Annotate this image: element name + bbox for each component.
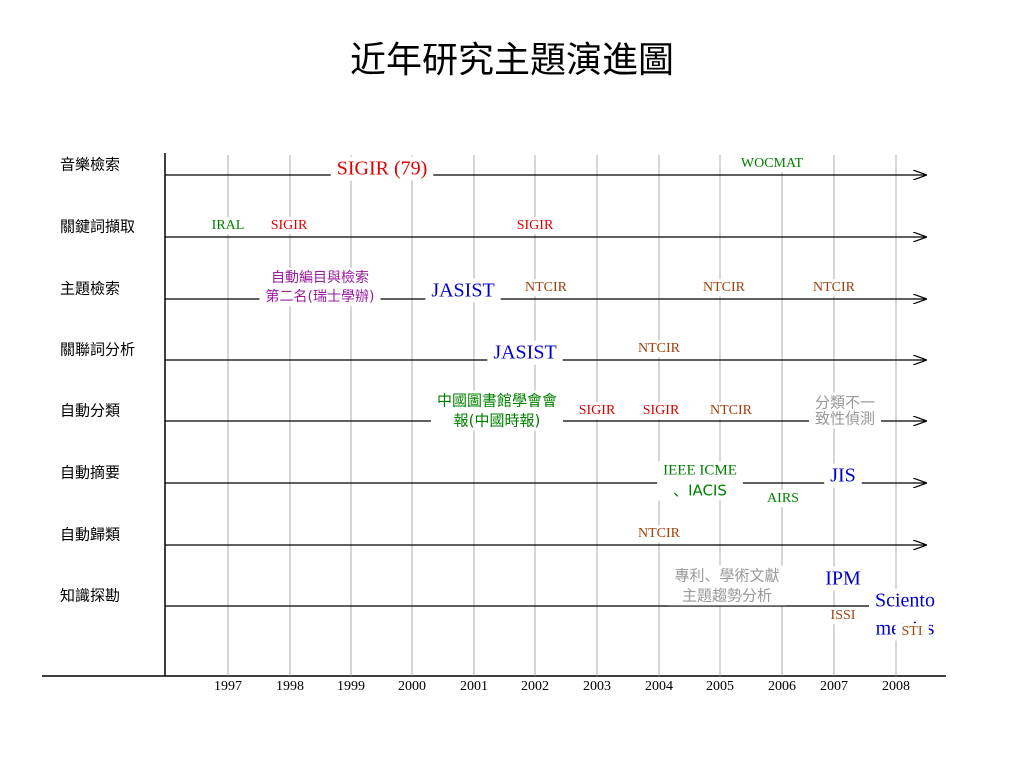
event-label: SIGIR xyxy=(271,218,308,233)
event-label: NTCIR xyxy=(638,341,681,356)
event-label: 致性偵測 xyxy=(815,410,875,428)
year-label: 2002 xyxy=(521,679,549,694)
event-label: AIRS xyxy=(767,491,799,506)
row-label: 主題檢索 xyxy=(60,280,120,298)
event-label: 、IACIS xyxy=(673,482,727,500)
event-label: NTCIR xyxy=(638,526,681,541)
event-label: SIGIR xyxy=(517,218,554,233)
year-label: 2008 xyxy=(882,679,910,694)
event-label: JIS xyxy=(830,465,856,487)
event-label: NTCIR xyxy=(813,280,856,295)
label-background xyxy=(519,279,574,297)
label-background xyxy=(632,525,687,543)
event-label: IPM xyxy=(825,568,861,590)
event-label: 分類不一 xyxy=(815,394,875,412)
year-label: 2006 xyxy=(768,679,796,694)
label-background xyxy=(425,278,501,303)
event-label: NTCIR xyxy=(525,280,568,295)
event-label: STI xyxy=(902,624,923,639)
year-label: 1998 xyxy=(276,679,304,694)
title: 近年研究主題演進圖 xyxy=(350,40,674,81)
label-background xyxy=(259,268,381,306)
label-background xyxy=(808,392,882,429)
row-label: 自動分類 xyxy=(60,402,120,420)
label-background xyxy=(807,279,862,297)
row-label: 關鍵詞擷取 xyxy=(60,218,135,236)
label-background xyxy=(824,463,862,488)
label-background xyxy=(668,565,786,606)
label-background xyxy=(330,156,434,181)
event-label: 中國圖書館學會會 xyxy=(437,392,557,410)
year-label: 2004 xyxy=(645,679,673,694)
label-background xyxy=(824,607,862,625)
event-label: 主題趨勢分析 xyxy=(682,587,772,605)
event-label: NTCIR xyxy=(710,403,753,418)
label-background xyxy=(761,490,805,508)
event-label: 第二名(瑞士學辦) xyxy=(266,288,375,305)
label-background xyxy=(510,217,560,235)
year-label: 1999 xyxy=(337,679,365,694)
year-label: 2000 xyxy=(398,679,426,694)
year-label: 2005 xyxy=(706,679,734,694)
label-background xyxy=(734,155,810,173)
label-background xyxy=(487,340,563,365)
row-label: 音樂檢索 xyxy=(60,156,120,174)
event-label: IRAL xyxy=(212,218,245,233)
event-label: 自動編目與檢索 xyxy=(271,269,369,286)
label-background xyxy=(895,623,929,641)
label-background xyxy=(264,217,314,235)
year-label: 2001 xyxy=(460,679,488,694)
event-label: SIGIR xyxy=(579,403,616,418)
label-background xyxy=(657,461,743,501)
label-background xyxy=(572,402,622,420)
label-background xyxy=(697,279,752,297)
label-background xyxy=(819,566,867,591)
event-label: 專利、學術文獻 xyxy=(674,567,779,585)
event-label: JASIST xyxy=(431,280,494,302)
row-label: 自動歸類 xyxy=(60,526,120,544)
year-label: 1997 xyxy=(214,679,242,694)
label-background xyxy=(636,402,686,420)
event-label: NTCIR xyxy=(703,280,746,295)
row-label: 關聯詞分析 xyxy=(60,341,135,359)
row-label: 自動摘要 xyxy=(60,464,120,482)
event-label: SIGIR xyxy=(643,403,680,418)
event-label: 報(中國時報) xyxy=(454,412,541,430)
label-background xyxy=(632,340,687,358)
row-label: 知識探勘 xyxy=(60,587,120,605)
event-label: JASIST xyxy=(493,342,556,364)
label-background xyxy=(430,390,564,431)
year-label: 2007 xyxy=(820,679,848,694)
label-background xyxy=(704,402,759,420)
event-label: Sciento xyxy=(875,590,935,612)
event-label: WOCMAT xyxy=(741,156,804,171)
event-label: IEEE ICME xyxy=(663,462,737,478)
year-label: 2003 xyxy=(583,679,611,694)
label-background xyxy=(205,217,251,235)
event-label: ISSI xyxy=(831,608,856,623)
event-label: SIGIR (79) xyxy=(337,158,428,180)
